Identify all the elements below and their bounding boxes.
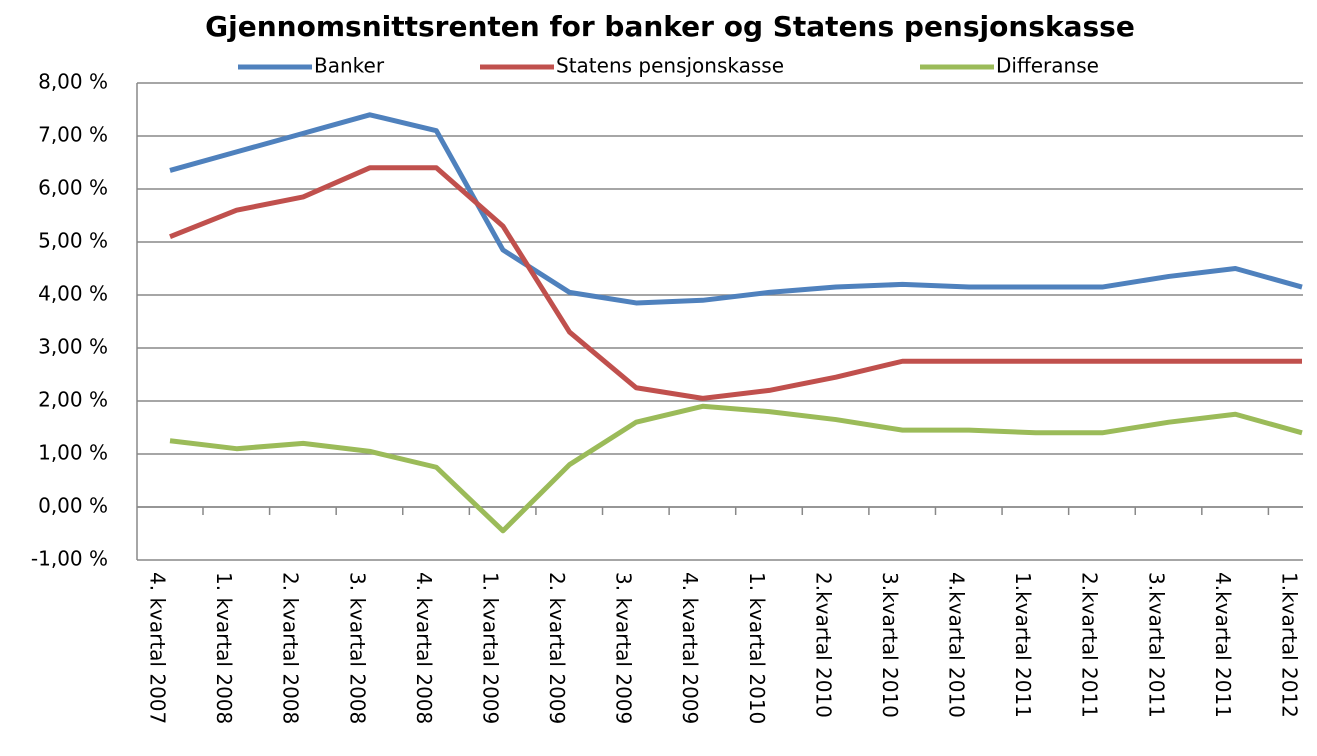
legend-label: Banker bbox=[314, 54, 385, 78]
x-tick-label: 4. kvartal 2007 bbox=[146, 572, 170, 724]
x-tick-label: 4. kvartal 2009 bbox=[678, 572, 702, 724]
x-tick-label: 3. kvartal 2009 bbox=[612, 572, 636, 724]
x-tick-label: 1. kvartal 2009 bbox=[478, 572, 502, 724]
x-tick-label: 1.kvartal 2012 bbox=[1278, 572, 1302, 718]
x-tick-label: 3.kvartal 2011 bbox=[1144, 572, 1168, 718]
x-tick-label: 3.kvartal 2010 bbox=[878, 572, 902, 718]
y-tick-label: 2,00 % bbox=[38, 388, 108, 412]
line-series bbox=[169, 165, 1302, 401]
chart-title: Gjennomsnittsrenten for banker og Staten… bbox=[205, 10, 1135, 43]
legend-label: Statens pensjonskasse bbox=[556, 54, 784, 78]
x-tick-label: 4.kvartal 2010 bbox=[945, 572, 969, 718]
y-tick-label: 4,00 % bbox=[38, 282, 108, 306]
x-tick-label: 4. kvartal 2008 bbox=[412, 572, 436, 724]
x-tick-label: 4.kvartal 2011 bbox=[1211, 572, 1235, 718]
x-tick-label: 1. kvartal 2008 bbox=[212, 572, 236, 724]
y-tick-label: 5,00 % bbox=[38, 229, 108, 253]
line-series bbox=[169, 112, 1303, 306]
x-tick-label: 2.kvartal 2010 bbox=[811, 572, 835, 718]
x-tick-label: 2.kvartal 2011 bbox=[1078, 572, 1102, 718]
y-tick-label: 7,00 % bbox=[38, 123, 108, 147]
x-tick-label: 1. kvartal 2010 bbox=[745, 572, 769, 724]
y-tick-label: -1,00 % bbox=[31, 547, 108, 571]
y-tick-label: 6,00 % bbox=[38, 176, 108, 200]
y-tick-label: 8,00 % bbox=[38, 70, 108, 94]
x-tick-label: 3. kvartal 2008 bbox=[345, 572, 369, 724]
x-tick-label: 2. kvartal 2008 bbox=[279, 572, 303, 724]
y-tick-label: 0,00 % bbox=[38, 494, 108, 518]
x-tick-label: 2. kvartal 2009 bbox=[545, 572, 569, 724]
y-tick-label: 3,00 % bbox=[38, 335, 108, 359]
y-tick-label: 1,00 % bbox=[38, 441, 108, 465]
line-series bbox=[169, 403, 1303, 534]
x-tick-label: 1.kvartal 2011 bbox=[1011, 572, 1035, 718]
legend-label: Differanse bbox=[996, 54, 1099, 78]
